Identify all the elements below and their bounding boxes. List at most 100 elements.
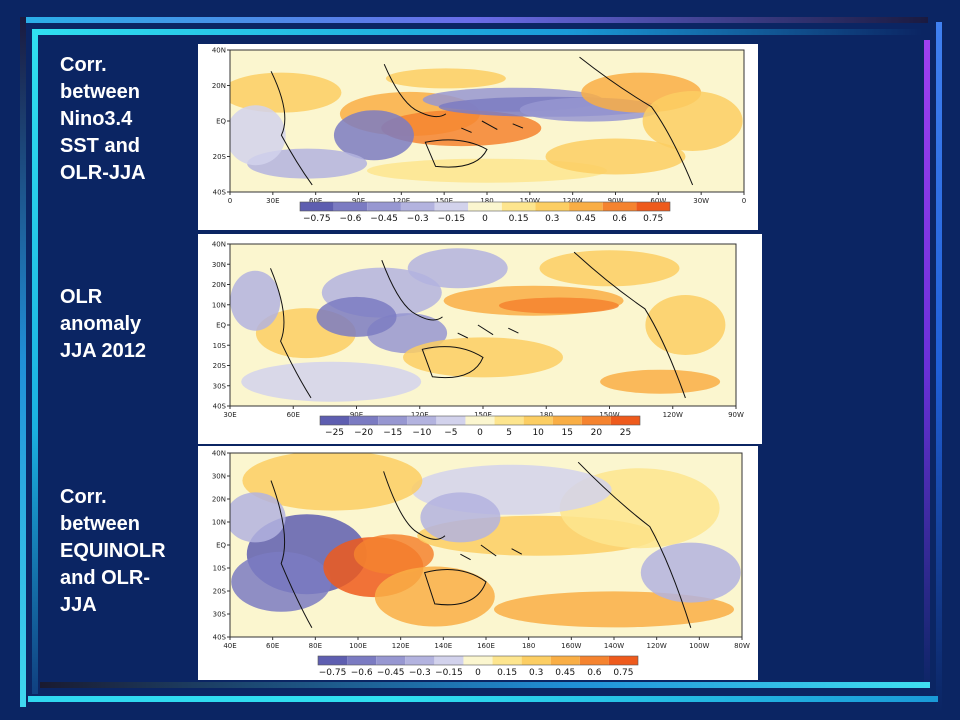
colorbar-swatch (535, 202, 570, 211)
colorbar-label: −5 (444, 428, 457, 438)
lon-label: 60E (309, 197, 322, 205)
colorbar-swatch (552, 416, 582, 425)
lon-label: 0 (228, 197, 232, 205)
lon-label: 180 (540, 411, 553, 419)
lon-label: 140W (604, 642, 624, 650)
colorbar-label: −0.75 (319, 668, 347, 678)
colorbar-label: 0 (482, 214, 488, 224)
colorbar-label: −0.3 (407, 214, 429, 224)
anomaly-field (230, 50, 744, 192)
anomaly-region (231, 551, 332, 612)
colorbar-swatch (494, 416, 524, 425)
lon-label: 150E (474, 411, 492, 419)
anomaly-region (242, 453, 423, 511)
lon-label: 80E (309, 642, 322, 650)
colorbar-label: −0.15 (438, 214, 466, 224)
colorbar-swatch (468, 202, 502, 211)
map-panel-olr-anomaly: 40N 30N 20N 10N EQ 10S 20S 30S 40S 30E 60E 90E 120E 1… (198, 234, 762, 444)
colorbar-swatch (300, 202, 334, 211)
lat-label: 30S (213, 382, 227, 390)
colorbar-label: 0.45 (576, 214, 596, 224)
frame-bar-right-inner (924, 40, 930, 695)
lat-label: 10S (213, 342, 227, 350)
colorbar-label: 10 (532, 428, 544, 438)
lon-label: 180 (522, 642, 535, 650)
anomaly-region (645, 295, 726, 355)
lon-label: 90E (350, 411, 363, 419)
lon-label: 90W (608, 197, 624, 205)
colorbar-swatch (465, 416, 495, 425)
colorbar-label: 0.45 (555, 668, 575, 678)
lat-label: 30N (212, 261, 226, 269)
anomaly-region (600, 369, 721, 394)
colorbar-label: 0.75 (643, 214, 663, 224)
lon-label: 120W (563, 197, 583, 205)
frame-bar-top-inner (32, 29, 922, 35)
lon-label: 120E (411, 411, 429, 419)
colorbar-swatch (569, 202, 603, 211)
lat-label: 20S (213, 362, 227, 370)
lat-label: 10N (212, 519, 226, 527)
anomaly-region (374, 566, 495, 627)
caption-equinolr-correlation: Corr. between EQUINOLR and OLR- JJA (60, 486, 166, 616)
lon-label: 60W (650, 197, 666, 205)
lon-label: 140E (434, 642, 452, 650)
colorbar-swatch (407, 416, 437, 425)
lon-label: 100W (689, 642, 709, 650)
frame-bar-bottom (40, 682, 930, 688)
colorbar-label: 0 (475, 668, 481, 678)
lon-label: 80W (734, 642, 750, 650)
coastlines (270, 461, 692, 629)
colorbar-label: −0.15 (435, 668, 463, 678)
colorbar-label: −0.45 (370, 214, 398, 224)
map-panel-equinolr-correlation: 40N 30N 20N 10N EQ 10S 20S 30S 40S 40E 60E 80E 100E 1… (198, 446, 758, 680)
colorbar-swatch (636, 202, 670, 211)
colorbar-swatch (367, 202, 401, 211)
lat-label: 20S (213, 588, 227, 596)
lon-label: 180 (480, 197, 493, 205)
lat-label: 40S (213, 189, 227, 197)
lon-label: 120E (392, 197, 410, 205)
lat-label: 40N (212, 47, 226, 55)
anomaly-region (640, 542, 741, 603)
colorbar-swatch (405, 656, 435, 665)
anomaly-region (230, 72, 342, 113)
colorbar-label: −0.3 (409, 668, 431, 678)
colorbar-label: −0.6 (351, 668, 373, 678)
anomaly-region (230, 105, 286, 166)
colorbar-label: 5 (506, 428, 512, 438)
lon-label: 40E (223, 642, 236, 650)
colorbar-swatch (347, 656, 377, 665)
colorbar-label: 0.6 (587, 668, 602, 678)
coastlines (270, 56, 694, 186)
lon-label: 0 (742, 197, 746, 205)
anomaly-region (316, 296, 397, 337)
colorbar-label: 20 (591, 428, 603, 438)
lon-label: 150W (599, 411, 619, 419)
anomaly-field (230, 453, 742, 637)
colorbar-label: 0.15 (497, 668, 517, 678)
colorbar-frame (299, 201, 671, 212)
frame-bar-right (936, 22, 942, 712)
lat-label: 40S (213, 634, 227, 642)
colorbar-swatch (349, 416, 379, 425)
caption-nino-correlation: Corr. between Nino3.4 SST and OLR-JJA (60, 54, 146, 184)
lat-label: EQ (216, 542, 226, 550)
frame-bar-left (20, 17, 26, 707)
lon-label: 150E (435, 197, 453, 205)
lon-label: 120E (392, 642, 410, 650)
lon-label: 120W (663, 411, 683, 419)
colorbar-label: 25 (620, 428, 631, 438)
lat-label: EQ (216, 322, 226, 330)
lon-label: 60E (287, 411, 300, 419)
lat-label: 20N (212, 281, 226, 289)
colorbar-swatch (434, 202, 469, 211)
lat-label: 20N (212, 496, 226, 504)
lat-label: 20S (213, 153, 227, 161)
colorbar-swatch (463, 656, 493, 665)
lon-label: 150W (520, 197, 540, 205)
lat-label: 20N (212, 82, 226, 90)
colorbar-label: 0.15 (509, 214, 529, 224)
